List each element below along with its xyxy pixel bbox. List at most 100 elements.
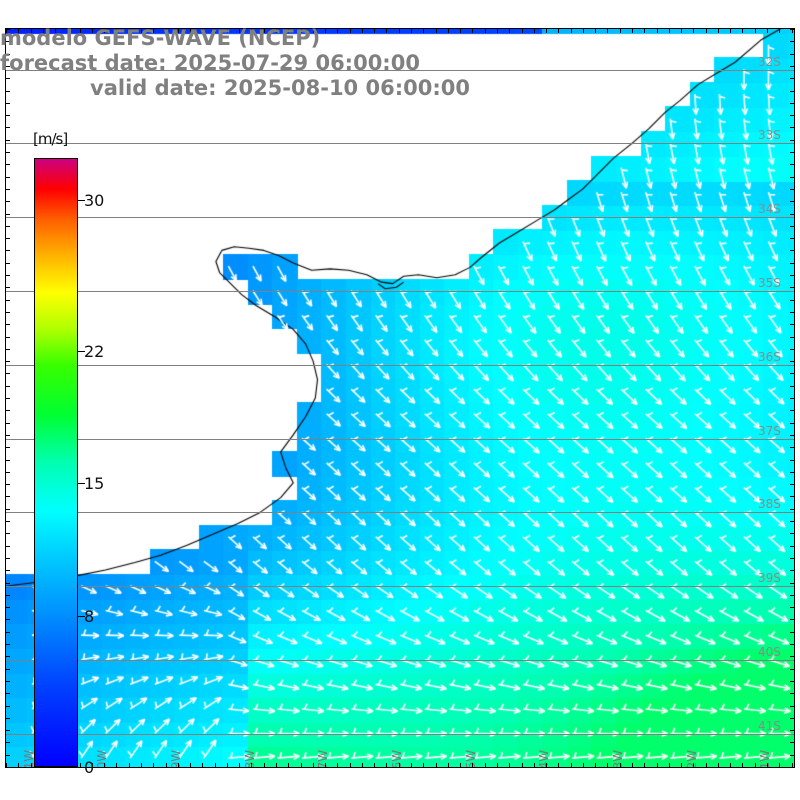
axis-tick xyxy=(423,28,425,33)
axis-tick xyxy=(546,28,548,33)
axis-tick xyxy=(325,28,327,33)
axis-tick xyxy=(5,65,10,67)
axis-tick xyxy=(790,767,795,768)
colorbar-tick-label: 0 xyxy=(84,758,95,777)
axis-tick xyxy=(790,557,795,559)
axis-tick xyxy=(411,28,413,33)
axis-tick xyxy=(5,41,10,43)
axis-tick xyxy=(5,373,10,375)
axis-tick xyxy=(790,742,795,744)
axis-tick xyxy=(754,763,756,768)
axis-tick xyxy=(5,668,10,670)
axis-tick xyxy=(337,763,339,768)
axis-tick xyxy=(472,763,474,768)
axis-tick xyxy=(288,28,290,33)
axis-tick xyxy=(300,28,302,33)
axis-tick xyxy=(5,287,10,289)
axis-tick xyxy=(5,680,10,682)
axis-tick xyxy=(790,311,795,313)
axis-tick xyxy=(91,763,93,768)
axis-tick xyxy=(239,28,241,33)
axis-tick xyxy=(398,28,400,33)
axis-tick xyxy=(349,763,351,768)
latitude-label: 37S xyxy=(758,423,781,438)
axis-tick xyxy=(790,434,795,436)
axis-tick xyxy=(5,201,10,203)
axis-tick xyxy=(5,225,10,227)
axis-tick xyxy=(91,28,93,33)
axis-tick xyxy=(790,422,795,424)
axis-tick xyxy=(18,763,20,768)
axis-tick xyxy=(681,763,683,768)
axis-tick xyxy=(312,28,314,33)
longitude-label: 56W xyxy=(390,749,404,767)
axis-tick xyxy=(790,90,795,92)
axis-tick xyxy=(5,139,10,141)
axis-tick xyxy=(202,28,204,33)
colorbar-tick xyxy=(78,199,85,201)
longitude-label: 54W xyxy=(537,749,552,767)
axis-tick xyxy=(325,763,327,768)
parallel-line xyxy=(6,512,794,513)
axis-tick xyxy=(79,28,81,33)
longitude-label: 58W xyxy=(242,749,257,767)
axis-tick xyxy=(5,90,10,92)
latitude-label: 40S xyxy=(758,644,781,659)
latitude-label: 36S xyxy=(758,349,781,364)
latitude-label: 35S xyxy=(758,275,781,290)
axis-tick xyxy=(5,656,10,658)
colorbar-tick-label: 30 xyxy=(84,190,105,210)
axis-tick xyxy=(790,287,795,289)
axis-tick xyxy=(177,763,179,768)
axis-tick xyxy=(5,496,10,498)
axis-tick xyxy=(5,582,10,584)
axis-tick xyxy=(790,176,795,178)
axis-tick xyxy=(790,164,795,166)
axis-tick xyxy=(55,28,57,33)
axis-tick xyxy=(276,763,278,768)
map-area: 61W 60W 59W 58W 57W 56W 55W 54W 53W 52W 51W 32S 33S… xyxy=(6,29,794,767)
axis-tick xyxy=(5,29,10,30)
colorbar-gradient-fill xyxy=(35,159,77,766)
axis-tick xyxy=(5,385,10,387)
axis-tick xyxy=(509,763,511,768)
axis-tick xyxy=(5,619,10,621)
axis-tick xyxy=(374,763,376,768)
axis-tick xyxy=(790,53,795,55)
axis-tick xyxy=(5,693,10,695)
axis-tick xyxy=(460,763,462,768)
axis-tick xyxy=(790,361,795,363)
colorbar-gradient xyxy=(34,158,78,767)
axis-tick xyxy=(104,763,106,768)
axis-tick xyxy=(484,28,486,33)
axis-tick xyxy=(411,763,413,768)
axis-tick xyxy=(595,28,597,33)
parallel-line xyxy=(6,70,794,71)
axis-tick xyxy=(790,471,795,473)
latitude-label: 38S xyxy=(758,497,781,512)
axis-tick xyxy=(6,763,7,768)
axis-tick xyxy=(42,28,44,33)
title-block: modelo GEFS-WAVE (NCEP) forecast date: 2… xyxy=(0,26,560,101)
axis-tick xyxy=(779,28,781,33)
axis-tick xyxy=(790,41,795,43)
colorbar-tick xyxy=(78,767,85,768)
axis-tick xyxy=(5,53,10,55)
axis-tick xyxy=(766,28,768,33)
parallel-line xyxy=(6,660,794,661)
axis-tick xyxy=(619,28,621,33)
axis-tick xyxy=(656,763,658,768)
axis-tick xyxy=(790,102,795,104)
parallel-line xyxy=(6,734,794,735)
axis-tick xyxy=(790,188,795,190)
axis-tick xyxy=(190,28,192,33)
axis-tick xyxy=(595,763,597,768)
longitude-label: 60W xyxy=(95,749,110,767)
axis-tick xyxy=(790,496,795,498)
axis-tick xyxy=(790,29,795,30)
axis-tick xyxy=(128,28,130,33)
axis-tick xyxy=(693,28,695,33)
axis-tick xyxy=(5,459,10,461)
axis-tick xyxy=(5,705,10,707)
